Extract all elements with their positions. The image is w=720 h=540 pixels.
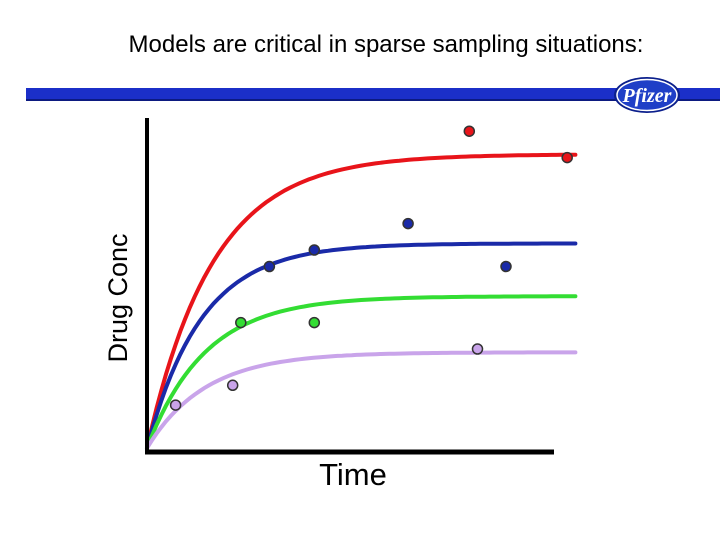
series-3-point-1 — [235, 316, 247, 329]
series-3-curve — [145, 294, 578, 450]
series-2-point-4 — [500, 260, 512, 273]
pfizer-logo: Pfizer — [614, 77, 680, 113]
series-1-curve — [145, 152, 578, 450]
curves-layer — [145, 152, 578, 450]
series-2-point-1 — [263, 260, 276, 273]
series-4-point-1 — [169, 399, 182, 411]
x-axis-title: Time — [319, 457, 387, 492]
logo-wordmark: Pfizer — [622, 85, 672, 107]
series-4-point-3 — [471, 343, 484, 355]
series-2-point-2 — [308, 244, 321, 256]
series-2-point-3 — [402, 217, 414, 230]
series-4-curve — [145, 350, 578, 450]
y-axis-title: Drug Conc — [103, 233, 133, 362]
title-accent-bar — [26, 88, 720, 101]
series-3-point-2 — [308, 316, 321, 329]
series-1-point-2 — [561, 151, 573, 164]
series-1-point-1 — [463, 125, 476, 137]
series-4-point-2 — [226, 379, 239, 392]
slide-title: Models are critical in sparse sampling s… — [128, 31, 644, 58]
series-2-curve — [145, 241, 578, 450]
points-layer — [169, 125, 573, 411]
